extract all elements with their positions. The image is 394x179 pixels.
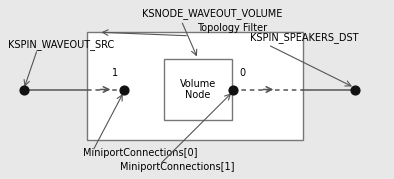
Text: Volume
Node: Volume Node: [180, 79, 216, 100]
Text: MiniportConnections[1]: MiniportConnections[1]: [120, 162, 235, 172]
Text: Topology Filter: Topology Filter: [197, 23, 267, 33]
Text: KSPIN_WAVEOUT_SRC: KSPIN_WAVEOUT_SRC: [8, 39, 114, 50]
Point: [351, 88, 358, 91]
Point: [121, 88, 127, 91]
Bar: [164, 59, 232, 120]
Text: KSPIN_SPEAKERS_DST: KSPIN_SPEAKERS_DST: [250, 32, 359, 43]
Point: [230, 88, 236, 91]
Text: KSNODE_WAVEOUT_VOLUME: KSNODE_WAVEOUT_VOLUME: [142, 8, 282, 19]
Text: 1: 1: [112, 68, 118, 78]
Point: [20, 88, 27, 91]
Bar: [87, 32, 303, 140]
Text: 0: 0: [239, 68, 245, 78]
Text: MiniportConnections[0]: MiniportConnections[0]: [83, 148, 197, 158]
